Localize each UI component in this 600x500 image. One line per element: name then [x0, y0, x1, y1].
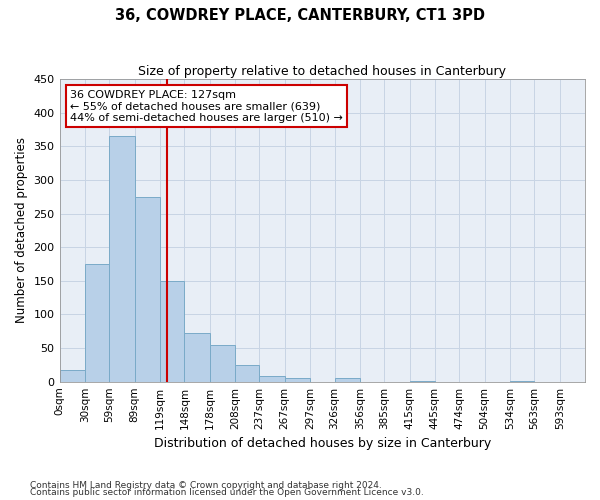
- Bar: [85, 264, 109, 382]
- Bar: [259, 376, 285, 382]
- Bar: [235, 365, 259, 382]
- Text: Contains HM Land Registry data © Crown copyright and database right 2024.: Contains HM Land Registry data © Crown c…: [30, 480, 382, 490]
- Bar: [59, 370, 85, 382]
- Bar: [109, 136, 134, 382]
- Title: Size of property relative to detached houses in Canterbury: Size of property relative to detached ho…: [138, 65, 506, 78]
- Text: 36, COWDREY PLACE, CANTERBURY, CT1 3PD: 36, COWDREY PLACE, CANTERBURY, CT1 3PD: [115, 8, 485, 22]
- Bar: [184, 334, 209, 382]
- Y-axis label: Number of detached properties: Number of detached properties: [15, 138, 28, 324]
- Bar: [160, 281, 184, 382]
- Bar: [510, 381, 535, 382]
- Bar: [285, 378, 310, 382]
- Text: 36 COWDREY PLACE: 127sqm
← 55% of detached houses are smaller (639)
44% of semi-: 36 COWDREY PLACE: 127sqm ← 55% of detach…: [70, 90, 343, 123]
- Bar: [134, 197, 160, 382]
- X-axis label: Distribution of detached houses by size in Canterbury: Distribution of detached houses by size …: [154, 437, 491, 450]
- Bar: [410, 381, 435, 382]
- Bar: [335, 378, 360, 382]
- Text: Contains public sector information licensed under the Open Government Licence v3: Contains public sector information licen…: [30, 488, 424, 497]
- Bar: [209, 346, 235, 382]
